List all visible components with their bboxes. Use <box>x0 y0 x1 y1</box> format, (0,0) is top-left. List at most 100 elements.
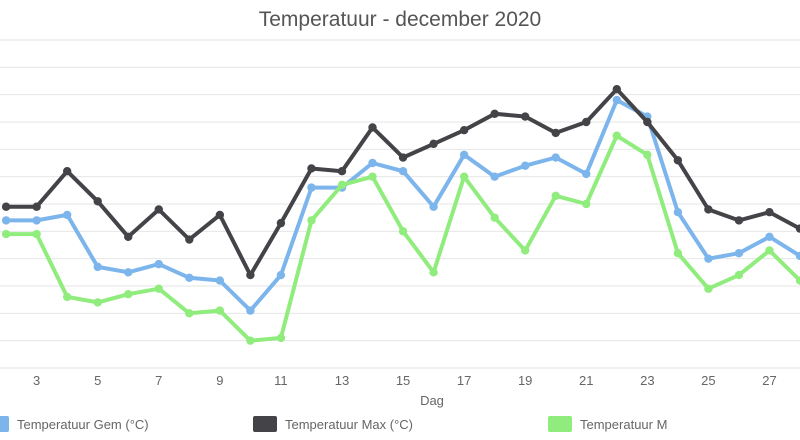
x-tick-label: 7 <box>155 373 162 388</box>
legend: Temperatuur Gem (°C) Temperatuur Max (°C)… <box>0 416 667 432</box>
data-point[interactable] <box>765 232 774 241</box>
data-point[interactable] <box>459 150 469 159</box>
data-point[interactable] <box>1 216 11 225</box>
data-point[interactable] <box>551 191 560 200</box>
data-point[interactable] <box>795 224 800 233</box>
data-point[interactable] <box>276 270 286 280</box>
data-point[interactable] <box>795 251 800 261</box>
data-point[interactable] <box>32 202 41 211</box>
data-point[interactable] <box>704 205 713 214</box>
data-point[interactable] <box>490 109 499 119</box>
x-tick-label: 11 <box>274 373 288 388</box>
legend-swatch <box>548 416 572 432</box>
data-point[interactable] <box>551 153 560 162</box>
data-point[interactable] <box>734 216 744 225</box>
data-point[interactable] <box>459 126 469 135</box>
data-point[interactable] <box>307 183 316 192</box>
legend-item-3[interactable]: Temperatuur M <box>548 416 667 432</box>
data-point[interactable] <box>154 259 163 269</box>
data-point[interactable] <box>643 117 652 127</box>
data-point[interactable] <box>276 218 286 228</box>
data-point[interactable] <box>429 268 438 277</box>
data-point[interactable] <box>62 292 72 302</box>
data-point[interactable] <box>154 205 163 214</box>
x-tick-label: 21 <box>579 373 593 388</box>
data-point[interactable] <box>93 298 102 307</box>
data-point[interactable] <box>795 276 800 285</box>
data-point[interactable] <box>734 270 744 280</box>
series-line <box>4 98 800 313</box>
data-point[interactable] <box>612 131 621 140</box>
data-point[interactable] <box>612 95 621 105</box>
data-point[interactable] <box>307 164 316 173</box>
data-point[interactable] <box>398 227 408 236</box>
x-axis-title: Dag <box>420 393 444 408</box>
data-point[interactable] <box>673 249 683 258</box>
legend-item-1[interactable]: Temperatuur Gem (°C) <box>0 416 149 432</box>
data-point[interactable] <box>704 284 713 293</box>
data-point[interactable] <box>185 309 194 318</box>
data-point[interactable] <box>765 246 774 255</box>
data-point[interactable] <box>673 156 683 165</box>
series-line <box>4 87 800 278</box>
data-point[interactable] <box>93 197 102 206</box>
data-point[interactable] <box>246 336 255 345</box>
data-point[interactable] <box>459 172 469 181</box>
data-point[interactable] <box>1 229 11 239</box>
data-point[interactable] <box>582 199 591 209</box>
legend-label: Temperatuur Gem (°C) <box>17 417 149 432</box>
x-tick-label: 25 <box>701 373 715 388</box>
data-point[interactable] <box>124 268 133 277</box>
series-3 <box>1 131 800 345</box>
data-point[interactable] <box>551 128 560 138</box>
data-point[interactable] <box>582 117 591 127</box>
data-point[interactable] <box>734 249 744 258</box>
x-tick-label: 3 <box>33 373 40 388</box>
data-point[interactable] <box>307 216 316 225</box>
data-point[interactable] <box>246 270 255 280</box>
legend-item-2[interactable]: Temperatuur Max (°C) <box>253 416 413 432</box>
data-point[interactable] <box>398 167 408 176</box>
series-2 <box>1 85 800 280</box>
data-point[interactable] <box>62 167 72 176</box>
data-point[interactable] <box>185 235 194 244</box>
data-point[interactable] <box>490 213 499 222</box>
data-point[interactable] <box>520 246 530 255</box>
data-point[interactable] <box>215 306 225 315</box>
data-point[interactable] <box>429 202 438 211</box>
gridlines <box>0 39 800 369</box>
data-point[interactable] <box>673 208 683 217</box>
data-point[interactable] <box>62 210 72 220</box>
data-point[interactable] <box>765 208 774 217</box>
data-point[interactable] <box>215 210 225 220</box>
x-tick-label: 23 <box>640 373 654 388</box>
data-point[interactable] <box>368 158 377 168</box>
legend-label: Temperatuur Max (°C) <box>285 417 413 432</box>
data-point[interactable] <box>520 112 530 121</box>
data-point[interactable] <box>124 290 133 299</box>
data-point[interactable] <box>276 333 286 343</box>
data-point[interactable] <box>582 169 591 179</box>
data-point[interactable] <box>93 262 102 272</box>
data-point[interactable] <box>32 229 41 239</box>
data-point[interactable] <box>337 180 347 190</box>
data-point[interactable] <box>490 172 499 181</box>
data-point[interactable] <box>154 284 163 293</box>
data-point[interactable] <box>368 123 377 132</box>
data-point[interactable] <box>185 273 194 282</box>
data-point[interactable] <box>520 161 530 170</box>
data-point[interactable] <box>246 306 255 315</box>
data-point[interactable] <box>337 167 347 176</box>
data-point[interactable] <box>124 232 133 241</box>
legend-swatch <box>253 416 277 432</box>
data-point[interactable] <box>215 276 225 285</box>
data-point[interactable] <box>32 216 41 225</box>
data-point[interactable] <box>643 150 652 159</box>
data-point[interactable] <box>368 172 377 181</box>
data-point[interactable] <box>429 139 438 149</box>
data-point[interactable] <box>612 85 621 94</box>
data-point[interactable] <box>704 254 713 263</box>
data-point[interactable] <box>1 202 11 211</box>
data-point[interactable] <box>398 153 408 162</box>
